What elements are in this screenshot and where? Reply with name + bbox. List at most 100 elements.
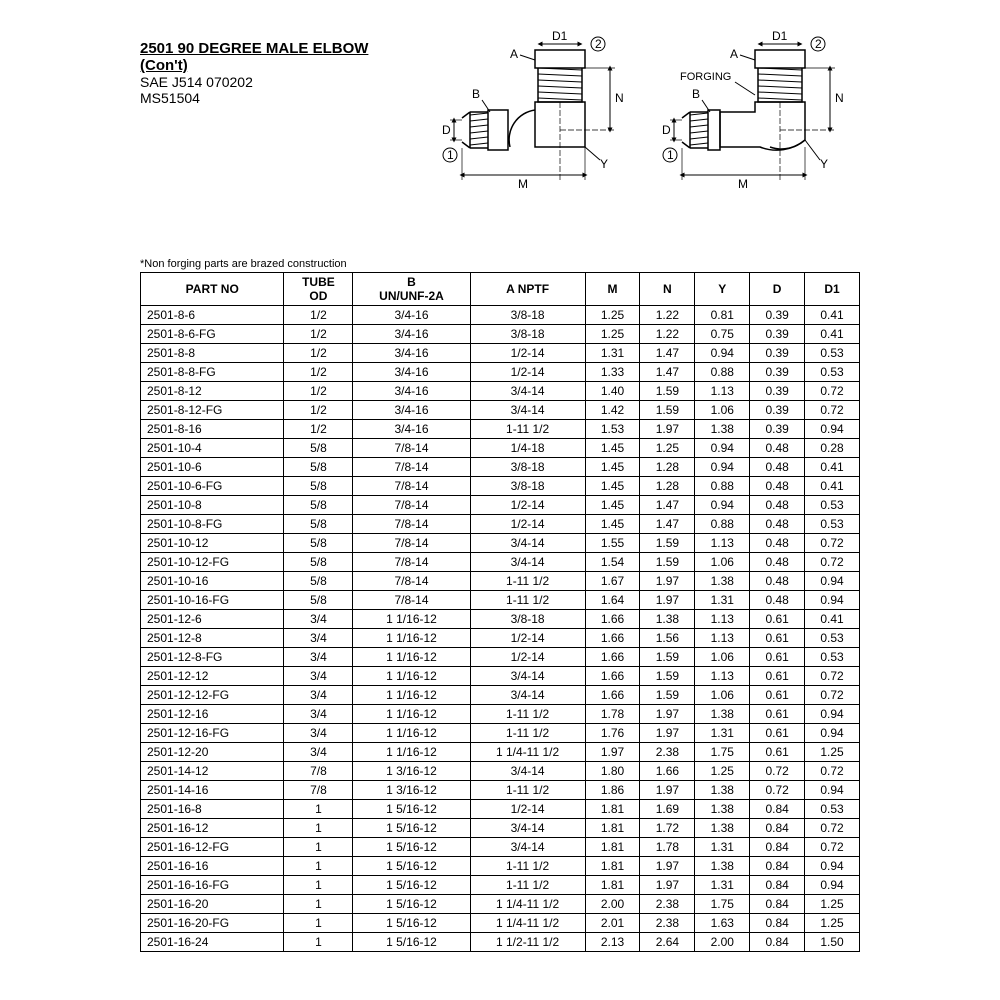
table-cell: 2501-12-8-FG [141,648,284,667]
table-cell: 5/8 [284,515,353,534]
table-cell: 1.31 [695,838,750,857]
table-cell: 0.84 [750,838,805,857]
table-cell: 2.13 [585,933,640,952]
table-cell: 1 [284,819,353,838]
table-cell: 3/8-18 [470,458,585,477]
table-cell: 2.38 [640,743,695,762]
table-cell: 0.72 [805,819,860,838]
table-cell: 1-11 1/2 [470,705,585,724]
table-cell: 0.48 [750,458,805,477]
table-cell: 0.48 [750,534,805,553]
table-row: 2501-12-8-FG3/41 1/16-121/2-141.661.591.… [141,648,860,667]
table-cell: 0.94 [805,572,860,591]
table-cell: 2501-10-8-FG [141,515,284,534]
table-row: 2501-16-16-FG11 5/16-121-11 1/21.811.971… [141,876,860,895]
table-cell: 0.48 [750,591,805,610]
table-cell: 1.78 [640,838,695,857]
table-cell: 3/4-14 [470,819,585,838]
table-cell: 1.45 [585,458,640,477]
table-cell: 0.75 [695,325,750,344]
table-cell: 2501-16-24 [141,933,284,952]
table-cell: 0.84 [750,895,805,914]
table-cell: 1 1/16-12 [353,705,470,724]
table-cell: 0.88 [695,477,750,496]
table-cell: 0.94 [695,344,750,363]
table-cell: 2501-10-16-FG [141,591,284,610]
table-cell: 1.25 [805,895,860,914]
table-cell: 0.48 [750,439,805,458]
table-cell: 1.38 [695,857,750,876]
table-cell: 3/4 [284,724,353,743]
table-cell: 0.72 [750,762,805,781]
table-cell: 1/2-14 [470,800,585,819]
table-cell: 1 5/16-12 [353,838,470,857]
table-cell: 1/2-14 [470,496,585,515]
table-cell: 1/2-14 [470,629,585,648]
table-cell: 7/8-14 [353,477,470,496]
table-cell: 1.45 [585,439,640,458]
table-cell: 1.81 [585,857,640,876]
table-cell: 1.06 [695,648,750,667]
table-cell: 2501-12-8 [141,629,284,648]
table-row: 2501-8-81/23/4-161/2-141.311.470.940.390… [141,344,860,363]
table-cell: 1 [284,857,353,876]
table-cell: 2501-8-6 [141,306,284,325]
table-cell: 1.06 [695,401,750,420]
table-cell: 0.94 [805,876,860,895]
table-cell: 0.72 [805,534,860,553]
table-cell: 0.94 [805,591,860,610]
table-cell: 2.64 [640,933,695,952]
table-row: 2501-14-167/81 3/16-121-11 1/21.861.971.… [141,781,860,800]
table-cell: 1 [284,914,353,933]
table-cell: 1.31 [695,876,750,895]
table-row: 2501-10-45/87/8-141/4-181.451.250.940.48… [141,439,860,458]
table-cell: 2501-14-12 [141,762,284,781]
table-cell: 2501-12-6 [141,610,284,629]
table-cell: 1.38 [695,420,750,439]
table-cell: 0.61 [750,724,805,743]
table-cell: 2501-12-16 [141,705,284,724]
table-cell: 0.84 [750,876,805,895]
table-cell: 5/8 [284,553,353,572]
svg-text:1: 1 [447,148,454,162]
table-row: 2501-16-811 5/16-121/2-141.811.691.380.8… [141,800,860,819]
table-body: 2501-8-61/23/4-163/8-181.251.220.810.390… [141,306,860,952]
table-row: 2501-10-85/87/8-141/2-141.451.470.940.48… [141,496,860,515]
table-cell: 0.94 [695,496,750,515]
table-cell: 2.38 [640,914,695,933]
table-cell: 1.97 [640,876,695,895]
table-cell: 1-11 1/2 [470,857,585,876]
table-cell: 1.97 [640,724,695,743]
table-cell: 1 [284,876,353,895]
table-cell: 1.80 [585,762,640,781]
table-cell: 1/2 [284,382,353,401]
table-cell: 2501-10-16 [141,572,284,591]
table-row: 2501-12-12-FG3/41 1/16-123/4-141.661.591… [141,686,860,705]
table-cell: 0.84 [750,933,805,952]
table-row: 2501-12-16-FG3/41 1/16-121-11 1/21.761.9… [141,724,860,743]
table-cell: 1.45 [585,496,640,515]
table-cell: 7/8-14 [353,515,470,534]
table-cell: 1.38 [640,610,695,629]
table-cell: 3/4-14 [470,534,585,553]
table-cell: 2.00 [585,895,640,914]
table-cell: 3/4 [284,686,353,705]
table-cell: 0.94 [805,420,860,439]
table-cell: 1.28 [640,477,695,496]
table-cell: 3/4 [284,743,353,762]
table-note: *Non forging parts are brazed constructi… [140,258,860,270]
col-header: TUBEOD [284,273,353,306]
table-row: 2501-10-125/87/8-143/4-141.551.591.130.4… [141,534,860,553]
table-cell: 7/8-14 [353,591,470,610]
table-cell: 2501-8-8-FG [141,363,284,382]
table-cell: 0.41 [805,325,860,344]
table-cell: 3/4-16 [353,344,470,363]
table-cell: 2501-10-6-FG [141,477,284,496]
table-row: 2501-16-1211 5/16-123/4-141.811.721.380.… [141,819,860,838]
svg-text:FORGING: FORGING [680,71,731,83]
table-cell: 1/2 [284,325,353,344]
table-cell: 2501-10-8 [141,496,284,515]
table-cell: 0.48 [750,553,805,572]
table-row: 2501-10-8-FG5/87/8-141/2-141.451.470.880… [141,515,860,534]
table-cell: 2.01 [585,914,640,933]
